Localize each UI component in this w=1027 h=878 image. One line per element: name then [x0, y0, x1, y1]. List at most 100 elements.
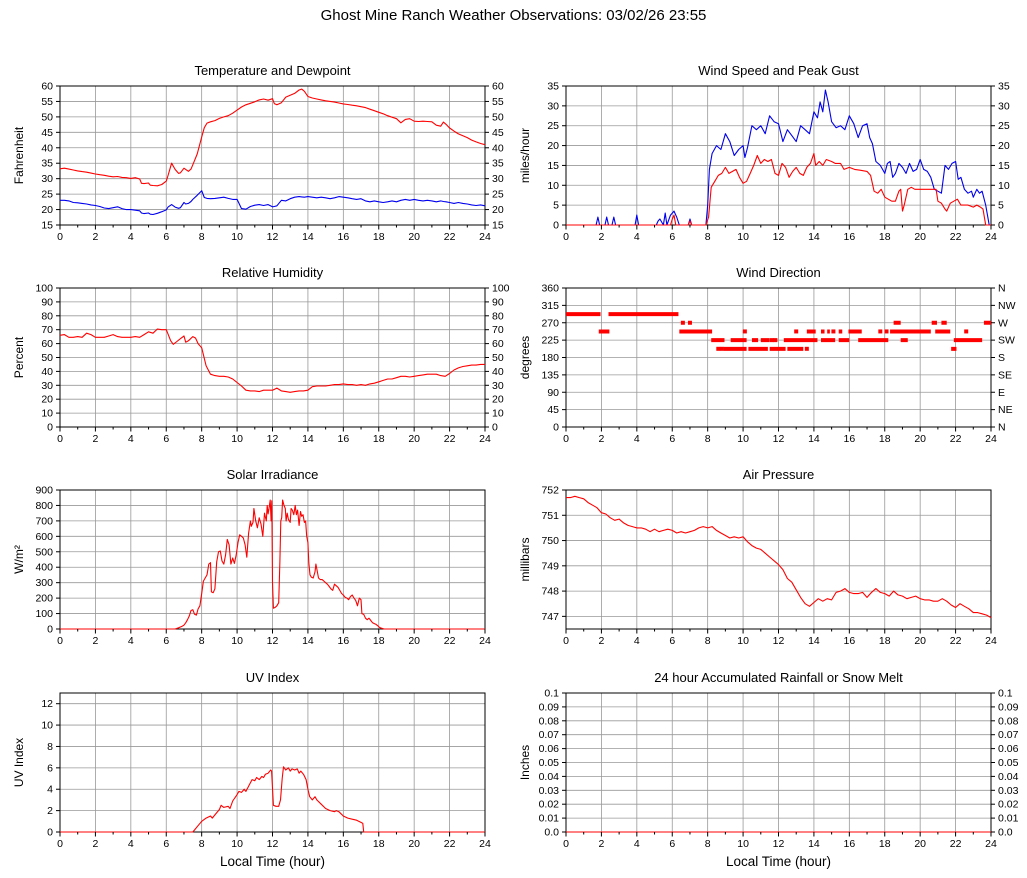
svg-text:2: 2: [598, 635, 604, 647]
plot-area: [59, 328, 485, 393]
svg-text:30: 30: [492, 173, 504, 185]
chart-wind-speed-gust: Wind Speed and Peak Gust 0 2 4 6 8 10 12 14 16 18 2…: [514, 52, 1027, 254]
svg-text:30: 30: [492, 380, 504, 392]
svg-text:22: 22: [950, 635, 962, 647]
svg-text:0: 0: [57, 635, 63, 647]
svg-text:4: 4: [634, 635, 640, 647]
series-dewpoint: [60, 190, 486, 216]
x-axis-label: Local Time (hour): [220, 854, 325, 869]
svg-text:0.04: 0.04: [539, 771, 560, 783]
svg-text:4: 4: [47, 784, 53, 796]
svg-text:2: 2: [47, 805, 53, 817]
svg-text:747: 747: [541, 611, 559, 623]
tick-labels-left: 15 20 25 30 35 40 45 50 55 60: [41, 81, 53, 232]
svg-text:25: 25: [998, 120, 1010, 132]
svg-text:30: 30: [998, 100, 1010, 112]
svg-text:20: 20: [998, 140, 1010, 152]
svg-text:16: 16: [843, 635, 855, 647]
svg-text:0.05: 0.05: [998, 757, 1019, 769]
series-wind-speed: [566, 152, 991, 226]
svg-text:100: 100: [492, 283, 510, 295]
svg-text:6: 6: [669, 231, 675, 243]
series-pressure: [566, 495, 992, 619]
svg-text:10: 10: [547, 180, 559, 192]
chart-title: 24 hour Accumulated Rainfall or Snow Mel…: [654, 670, 903, 685]
tick-marks: [562, 692, 995, 837]
svg-text:10: 10: [231, 838, 243, 850]
svg-text:SE: SE: [998, 369, 1012, 381]
svg-text:10: 10: [737, 635, 749, 647]
svg-text:751: 751: [541, 510, 559, 522]
svg-text:0: 0: [563, 635, 569, 647]
svg-text:15: 15: [998, 160, 1010, 172]
plot-area: [59, 88, 486, 216]
svg-text:N: N: [998, 283, 1006, 295]
chart-title: UV Index: [246, 670, 300, 685]
svg-text:20: 20: [492, 204, 504, 216]
svg-text:45: 45: [41, 127, 53, 139]
svg-text:45: 45: [492, 127, 504, 139]
svg-text:18: 18: [373, 635, 385, 647]
svg-text:0: 0: [492, 422, 498, 434]
svg-text:35: 35: [998, 81, 1010, 93]
tick-labels-left: 0.0 0.01 0.02 0.03 0.04 0.05 0.06 0.07 0.08 0.090…: [539, 688, 560, 839]
x-axis-label: Local Time (hour): [726, 854, 831, 869]
chart-rainfall: 24 hour Accumulated Rainfall or Snow Mel…: [514, 659, 1027, 878]
svg-text:180: 180: [541, 352, 559, 364]
svg-text:16: 16: [843, 838, 855, 850]
svg-text:8: 8: [47, 741, 53, 753]
svg-text:270: 270: [541, 317, 559, 329]
tick-labels-left: 747 748 749 750 751 752: [541, 485, 559, 623]
svg-text:N: N: [998, 422, 1006, 434]
tick-labels-x: 0 2 4 6 8 10 12 14 16 18 20 22 24: [563, 635, 997, 647]
svg-text:0.07: 0.07: [998, 729, 1019, 741]
chart-air-pressure: Air Pressure 0 2 4 6 8 10 12 14 16 18 20 22 24 747 748 7…: [514, 456, 1027, 658]
svg-text:0.04: 0.04: [998, 771, 1019, 783]
svg-text:NW: NW: [998, 300, 1016, 312]
svg-text:0.07: 0.07: [539, 729, 560, 741]
grid-lines: [566, 288, 991, 427]
svg-text:2: 2: [92, 433, 98, 445]
tick-labels-x: 0 2 4 6 8 10 12 14 16 18 20 22 24: [563, 838, 997, 850]
svg-text:18: 18: [373, 433, 385, 445]
tick-labels-x: 0 2 4 6 8 10 12 14 16 18 20 22 24: [57, 838, 491, 850]
svg-text:20: 20: [408, 433, 420, 445]
chart-title: Air Pressure: [743, 467, 815, 482]
svg-text:14: 14: [808, 433, 820, 445]
svg-text:90: 90: [547, 387, 559, 399]
svg-text:14: 14: [302, 635, 314, 647]
svg-text:10: 10: [737, 433, 749, 445]
grid-lines: [60, 86, 485, 225]
svg-text:0.05: 0.05: [539, 757, 560, 769]
svg-text:10: 10: [231, 433, 243, 445]
grid-lines: [60, 288, 485, 427]
svg-text:20: 20: [492, 394, 504, 406]
svg-text:90: 90: [41, 296, 53, 308]
tick-labels-right: 0.0 0.01 0.02 0.03 0.04 0.05 0.06 0.07 0.08 0.090…: [998, 688, 1019, 839]
svg-text:24: 24: [985, 433, 997, 445]
grid-lines: [566, 86, 991, 225]
y-axis-label: miles/hour: [518, 128, 532, 183]
wind-direction-points-202.5: [716, 346, 957, 351]
svg-text:200: 200: [35, 593, 53, 605]
svg-text:30: 30: [41, 380, 53, 392]
svg-text:14: 14: [302, 433, 314, 445]
svg-text:35: 35: [492, 158, 504, 170]
svg-text:12: 12: [773, 838, 785, 850]
svg-text:15: 15: [41, 220, 53, 232]
svg-text:80: 80: [41, 310, 53, 322]
tick-labels-right: 15 20 25 30 35 40 45 50 55 60: [492, 81, 504, 232]
y-axis-label: W/m²: [12, 545, 26, 574]
svg-text:0.06: 0.06: [998, 743, 1019, 755]
svg-text:35: 35: [41, 158, 53, 170]
svg-text:748: 748: [541, 586, 559, 598]
svg-text:24: 24: [479, 433, 491, 445]
svg-text:22: 22: [444, 433, 456, 445]
grid-lines: [566, 490, 991, 629]
tick-labels-left: 0 100 200 300 400 500 600 700 800 900: [35, 485, 53, 636]
tick-labels-right: 0 5 10 15 20 25 30 35: [998, 81, 1010, 232]
